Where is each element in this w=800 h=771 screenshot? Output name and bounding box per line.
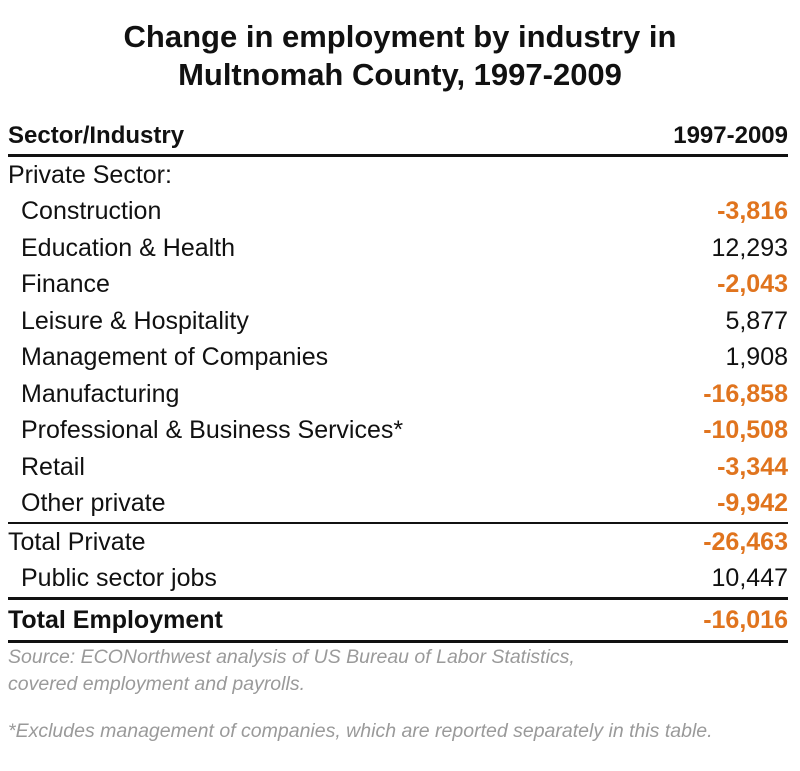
row-value: -2,043 xyxy=(717,270,788,299)
row-value: -9,942 xyxy=(717,489,788,518)
source-line-1: Source: ECONorthwest analysis of US Bure… xyxy=(8,646,575,668)
row-value: -26,463 xyxy=(703,527,788,556)
row-value: 1,908 xyxy=(725,343,788,372)
row-label: Public sector jobs xyxy=(21,564,217,593)
row-value: -3,344 xyxy=(717,452,788,481)
row-value: -16,858 xyxy=(703,379,788,408)
row-value: 12,293 xyxy=(711,233,788,262)
table-row-private-sector: Private Sector: xyxy=(8,157,788,194)
row-value: 10,447 xyxy=(711,564,788,593)
row-label: Leisure & Hospitality xyxy=(21,306,249,335)
row-value: -10,508 xyxy=(703,416,788,445)
table-row-management: Management of Companies 1,908 xyxy=(8,340,788,377)
row-value: -16,016 xyxy=(703,605,788,634)
table-row-construction: Construction -3,816 xyxy=(8,194,788,231)
source-note: Source: ECONorthwest analysis of US Bure… xyxy=(8,644,575,698)
footnote: *Excludes management of companies, which… xyxy=(8,720,713,742)
employment-table: Sector/Industry 1997-2009 Private Sector… xyxy=(8,118,788,643)
table-row-total-private: Total Private -26,463 xyxy=(8,522,788,561)
table-row-public-sector: Public sector jobs 10,447 xyxy=(8,561,788,598)
table-row-other-private: Other private -9,942 xyxy=(8,486,788,523)
row-label: Private Sector: xyxy=(8,160,172,189)
table-row-professional-business: Professional & Business Services* -10,50… xyxy=(8,413,788,450)
row-value: -3,816 xyxy=(717,197,788,226)
table-row-retail: Retail -3,344 xyxy=(8,449,788,486)
table-row-total-employment: Total Employment -16,016 xyxy=(8,597,788,643)
table-row-manufacturing: Manufacturing -16,858 xyxy=(8,376,788,413)
row-label: Education & Health xyxy=(21,233,236,262)
row-label: Finance xyxy=(21,270,110,299)
row-label: Management of Companies xyxy=(21,343,329,372)
chart-title: Change in employment by industry in Mult… xyxy=(0,18,800,94)
table-row-leisure-hospitality: Leisure & Hospitality 5,877 xyxy=(8,303,788,340)
table-header: Sector/Industry 1997-2009 xyxy=(8,118,788,157)
table-row-education-health: Education & Health 12,293 xyxy=(8,230,788,267)
row-label: Manufacturing xyxy=(21,379,180,408)
header-period-label: 1997-2009 xyxy=(673,122,788,149)
row-label: Total Private xyxy=(8,527,146,556)
title-line-1: Change in employment by industry in xyxy=(123,19,677,54)
table-row-finance: Finance -2,043 xyxy=(8,267,788,304)
row-label: Professional & Business Services* xyxy=(21,416,404,445)
source-line-2: covered employment and payrolls. xyxy=(8,673,305,695)
row-label: Retail xyxy=(21,452,85,481)
title-line-2: Multnomah County, 1997-2009 xyxy=(178,57,622,92)
row-value: 5,877 xyxy=(725,306,788,335)
row-label: Total Employment xyxy=(8,605,223,634)
row-label: Other private xyxy=(21,489,166,518)
row-label: Construction xyxy=(21,197,162,226)
header-sector-label: Sector/Industry xyxy=(8,122,185,149)
